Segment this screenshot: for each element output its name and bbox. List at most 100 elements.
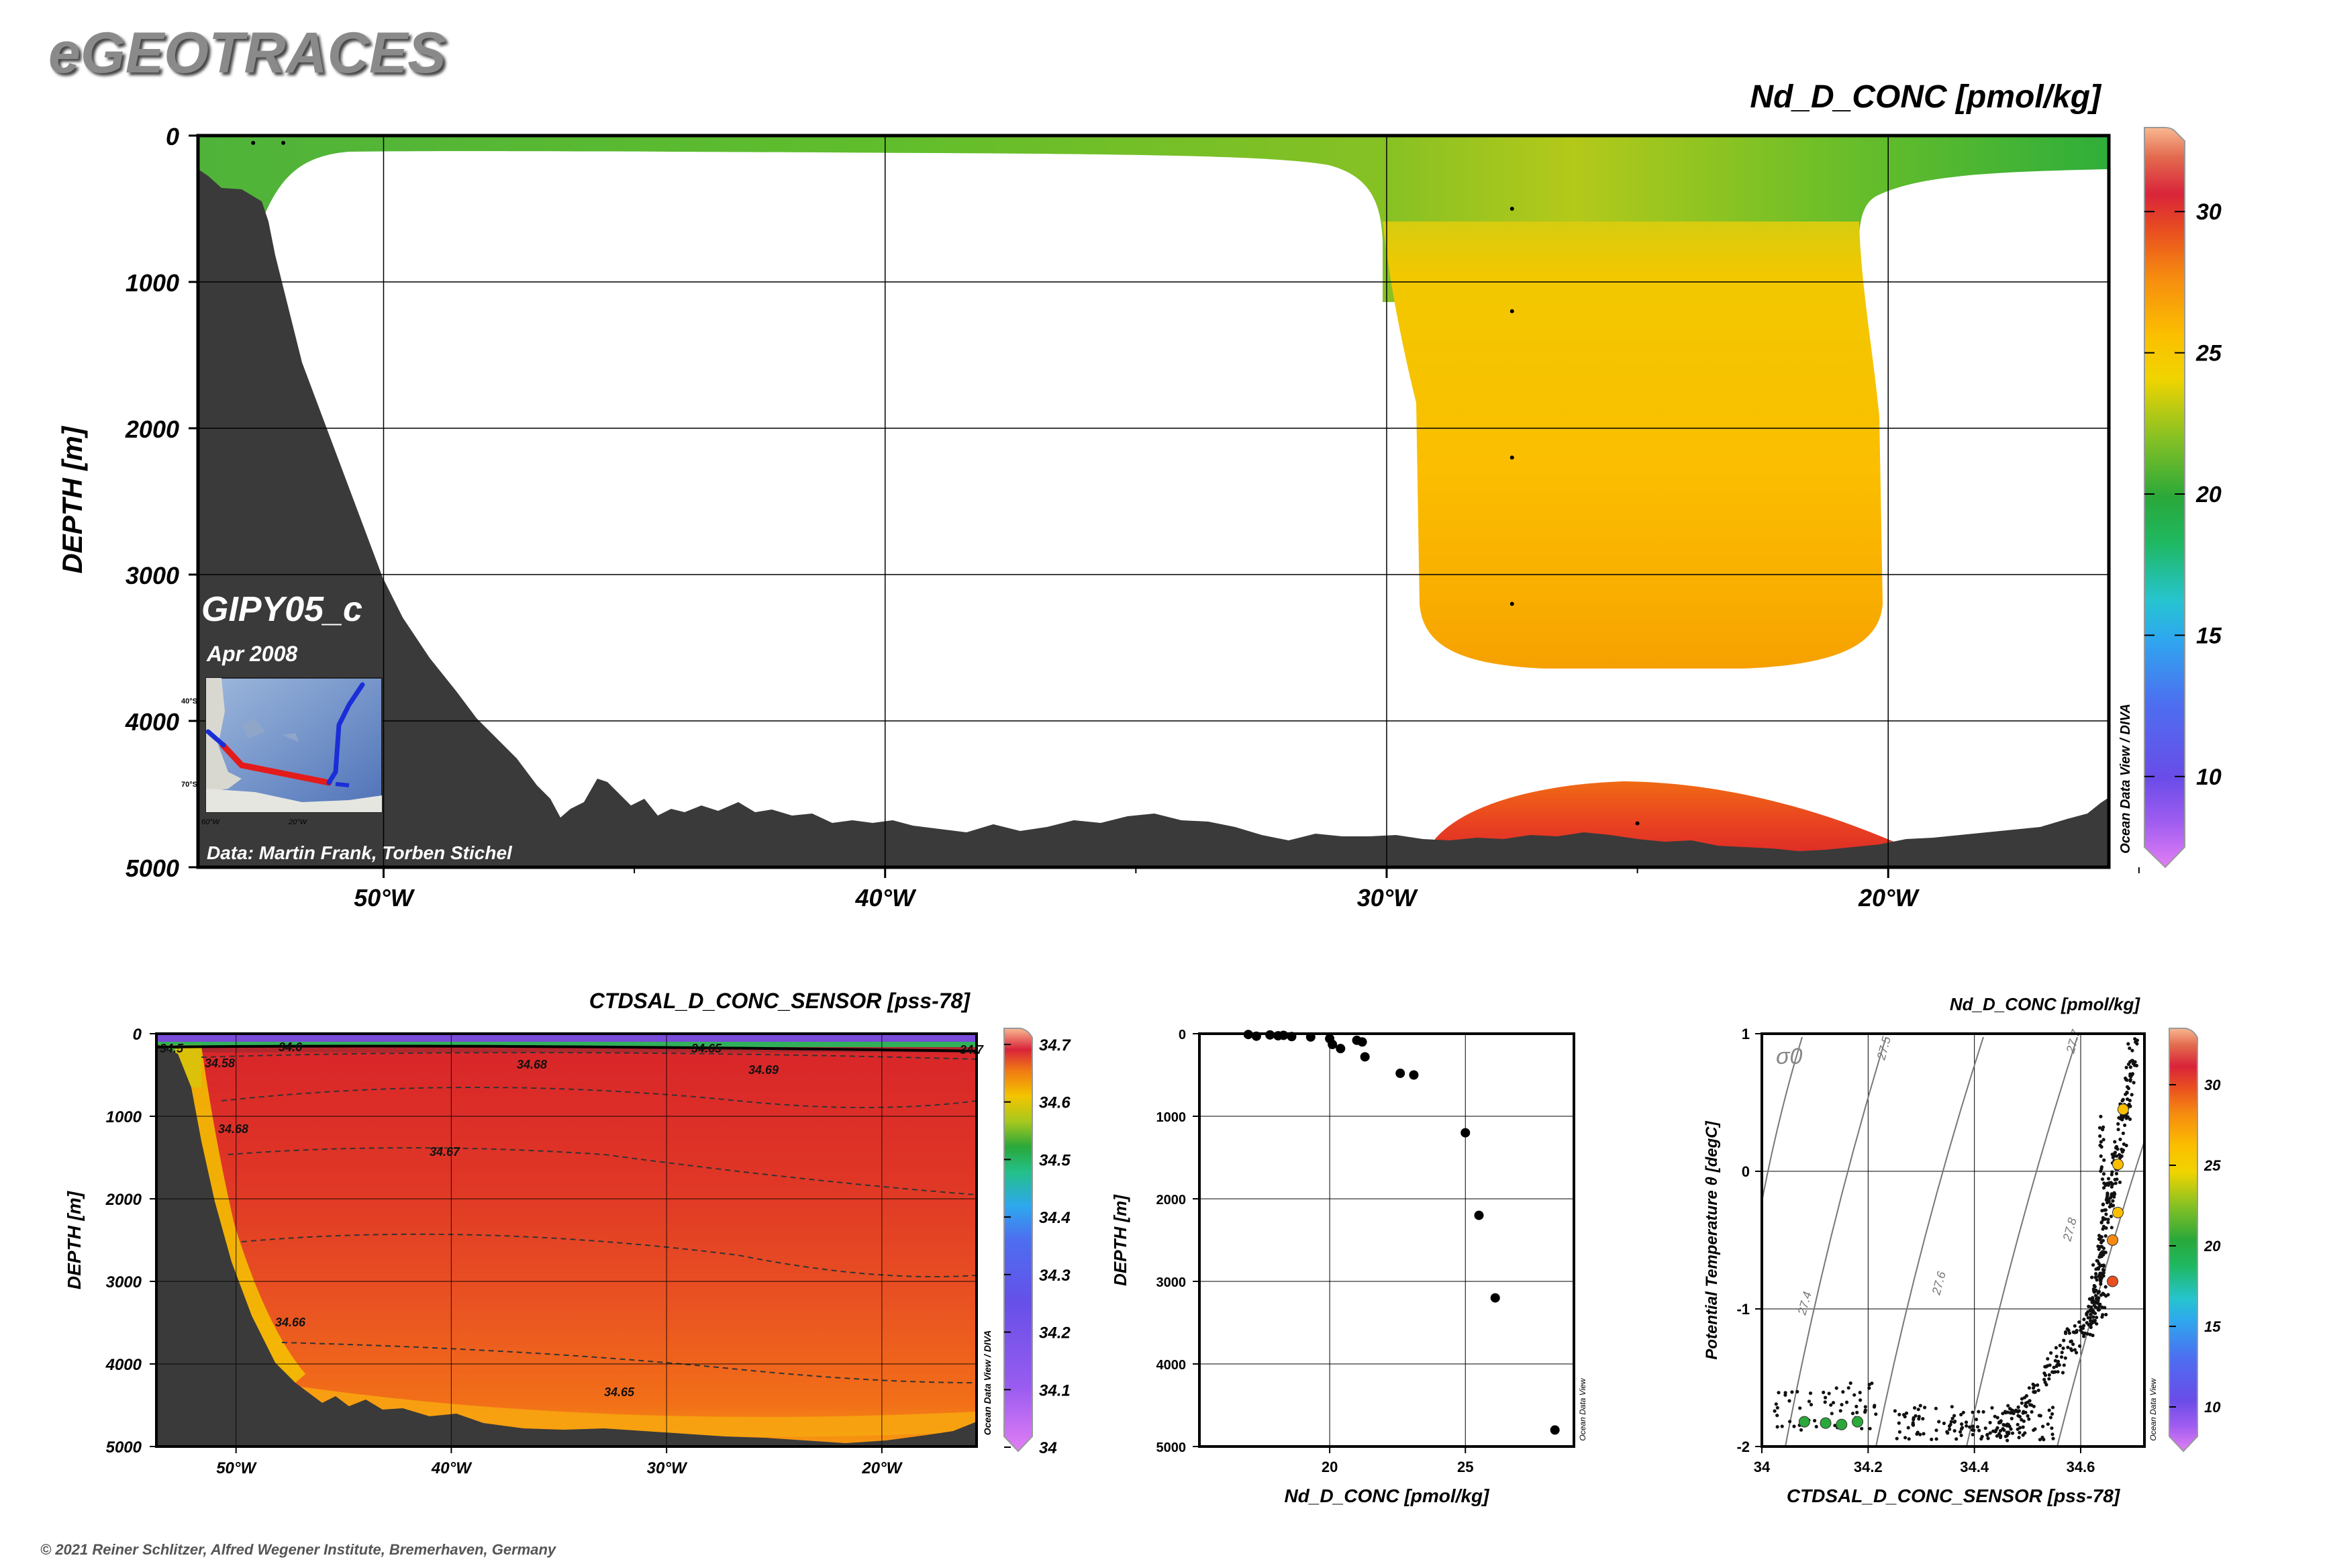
ts-point xyxy=(1918,1432,1922,1436)
ts-point xyxy=(2040,1435,2044,1440)
ts-colored-point xyxy=(1820,1417,1832,1429)
ts-point xyxy=(1780,1424,1784,1428)
nd-section-frame xyxy=(196,134,2111,869)
ts-point xyxy=(2007,1432,2011,1436)
ts-point xyxy=(2030,1410,2034,1414)
ts-point xyxy=(2054,1346,2058,1350)
salinity-xtick-label: 40°W xyxy=(431,1459,473,1477)
nd-profile-point xyxy=(1460,1128,1471,1138)
ts-point xyxy=(2097,1126,2102,1130)
ts-point xyxy=(2014,1409,2018,1413)
salinity-contour-label: 34.6 xyxy=(279,1040,303,1054)
inset-map-track-blue-end xyxy=(335,782,350,787)
ts-point xyxy=(1983,1426,1987,1430)
ts-point xyxy=(2047,1373,2051,1377)
ts-point xyxy=(2077,1320,2081,1324)
ts-colorbar-tick-label: 10 xyxy=(2204,1399,2221,1416)
ts-point xyxy=(2128,1077,2132,1082)
ts-point xyxy=(2060,1351,2064,1355)
ts-point xyxy=(1950,1405,1954,1409)
ts-xlabel: CTDSAL_D_CONC_SENSOR [pss-78] xyxy=(1787,1485,2121,1506)
ts-point xyxy=(2010,1416,2014,1420)
ts-point xyxy=(1907,1437,1911,1441)
ts-point xyxy=(2027,1417,2031,1421)
ts-colored-point xyxy=(1798,1416,1810,1428)
nd-section-sample-dot xyxy=(251,140,256,145)
inset-map-shelf xyxy=(242,718,299,742)
ts-colored-point xyxy=(1852,1416,1863,1428)
ts-point xyxy=(2027,1386,2031,1390)
ts-point xyxy=(2086,1310,2090,1314)
nd-section-xtick-label: 30°W xyxy=(1357,884,1418,912)
ts-point xyxy=(2089,1312,2093,1316)
ts-point xyxy=(2102,1181,2106,1185)
ts-point xyxy=(1848,1381,1852,1385)
ts-point xyxy=(1799,1428,1803,1432)
ts-sigma-label: σ0 xyxy=(1776,1044,1803,1069)
nd-colorbar: 10 15 20 25 30 xyxy=(2144,127,2222,869)
ts-point xyxy=(1897,1421,1901,1425)
ts-point xyxy=(2132,1081,2136,1085)
ts-point xyxy=(2075,1330,2079,1334)
salinity-ytick-label: 4000 xyxy=(105,1356,142,1374)
ts-point xyxy=(2046,1422,2050,1426)
ts-point xyxy=(1979,1436,1983,1441)
ts-point xyxy=(2131,1062,2136,1066)
ts-point xyxy=(1855,1410,1859,1414)
ts-xtick-label: 34 xyxy=(1754,1459,1771,1475)
ts-point xyxy=(1942,1421,1946,1426)
salinity-contour-label: 34.66 xyxy=(275,1316,306,1329)
ts-point xyxy=(2112,1195,2116,1199)
ts-point xyxy=(2090,1275,2094,1279)
ts-point xyxy=(2114,1171,2118,1176)
ts-point xyxy=(1913,1406,1917,1410)
ts-point xyxy=(2048,1363,2052,1367)
ts-point xyxy=(1773,1409,1777,1413)
ts-point xyxy=(1934,1437,1938,1441)
nd-profile-point xyxy=(1550,1425,1560,1435)
ts-point xyxy=(1858,1391,1862,1395)
nd-profile-ytick-label: 0 xyxy=(1179,1028,1186,1042)
ts-point xyxy=(1949,1420,1953,1424)
ts-point xyxy=(2124,1143,2128,1148)
inset-map-antarctica xyxy=(206,789,382,812)
ts-point xyxy=(1854,1404,1859,1408)
ts-point xyxy=(2121,1131,2125,1135)
ts-point xyxy=(2103,1306,2107,1310)
ts-point xyxy=(2101,1250,2105,1254)
ts-point xyxy=(2124,1092,2128,1096)
salinity-contour-label: 34.65 xyxy=(691,1042,722,1055)
ts-point xyxy=(2101,1186,2106,1190)
cruise-id-label: GIPY05_c xyxy=(201,590,362,629)
salinity-fresh-surface xyxy=(156,1034,977,1042)
ts-point xyxy=(2003,1411,2008,1415)
ts-point xyxy=(2018,1426,2022,1430)
nd-profile-ticks: 0 1000 2000 3000 4000 5000 20 25 xyxy=(1156,1028,1474,1475)
ts-point xyxy=(2101,1313,2105,1317)
ts-point xyxy=(2099,1154,2103,1158)
ts-point xyxy=(2017,1436,2021,1440)
ts-point xyxy=(1792,1424,1796,1428)
ts-point xyxy=(2092,1290,2096,1294)
inset-map-lat-label-2: 70°S xyxy=(181,781,197,789)
ts-point xyxy=(1965,1424,1969,1428)
ts-point xyxy=(1960,1422,1964,1426)
ts-point xyxy=(2095,1316,2099,1320)
ts-point xyxy=(1841,1390,1845,1394)
ts-point xyxy=(2124,1065,2128,1069)
ts-point xyxy=(2106,1191,2110,1195)
ts-point xyxy=(2098,1237,2102,1241)
ts-point xyxy=(2052,1365,2056,1369)
salinity-contour-label: 34.68 xyxy=(517,1058,547,1071)
ts-point xyxy=(2009,1427,2013,1431)
ts-point xyxy=(2016,1414,2020,1418)
ts-point xyxy=(1897,1430,1901,1434)
nd-section-panel: 0 1000 2000 3000 4000 5000 50°W 40°W 30°W 20°W 40… xyxy=(56,79,2140,912)
ts-point xyxy=(2028,1399,2032,1403)
nd-colorbar-tick-label: 15 xyxy=(2196,623,2222,648)
nd-section-ytick-label: 2000 xyxy=(125,415,179,443)
ts-point xyxy=(2099,1282,2103,1286)
ts-xtick-label: 34.2 xyxy=(1854,1459,1883,1475)
cruise-track-inset-map: 40°S 70°S 60°W 20°W xyxy=(181,677,383,826)
nd-colorbar-gradient xyxy=(2144,127,2185,869)
